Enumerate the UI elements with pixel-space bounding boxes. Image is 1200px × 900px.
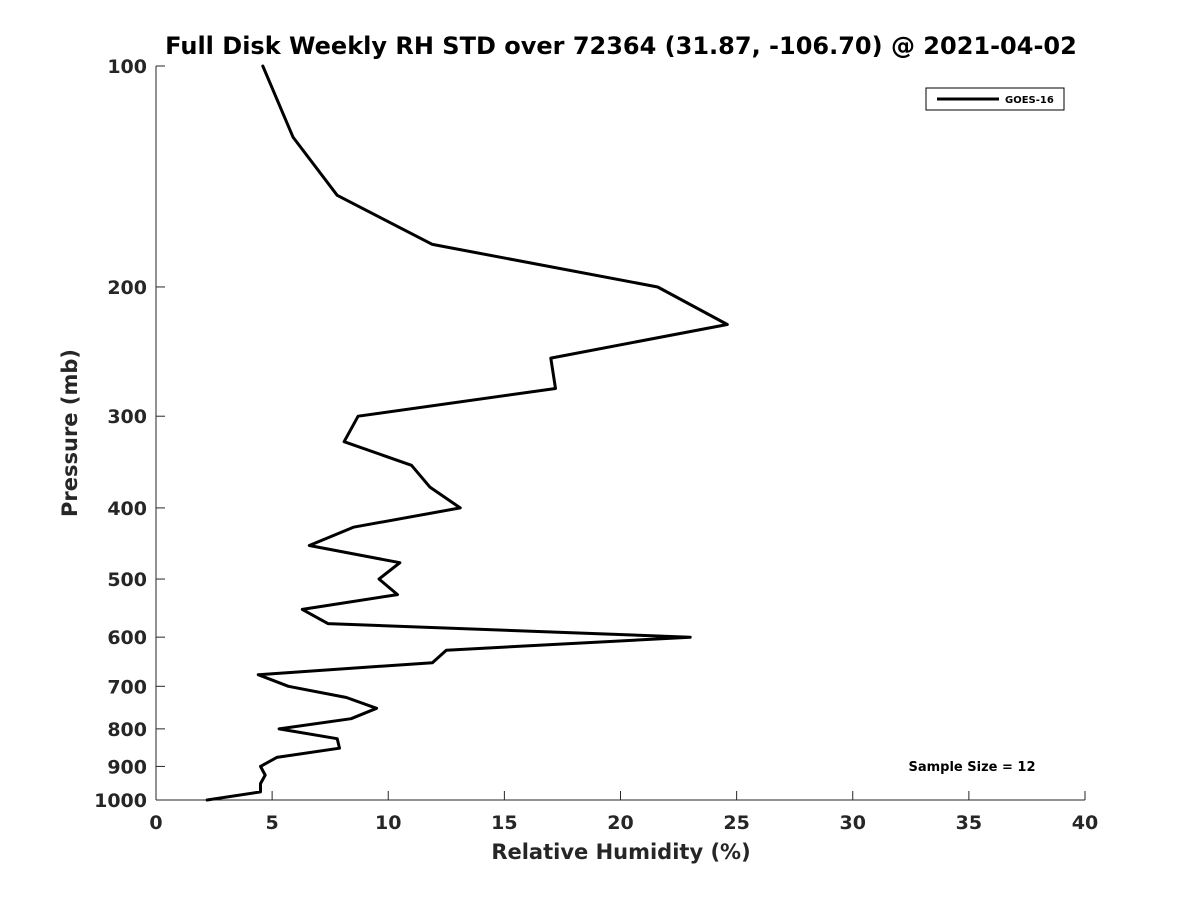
x-tick-label: 30 [840,812,866,834]
chart-title: Full Disk Weekly RH STD over 72364 (31.8… [165,32,1077,60]
series-layer [205,64,729,802]
y-tick-label: 800 [107,719,147,741]
legend: GOES-16 [925,87,1065,111]
x-tick-label: 25 [723,812,749,834]
y-tick-label: 400 [107,498,147,520]
x-tick-label: 40 [1072,812,1098,834]
y-tick-label: 200 [107,277,147,299]
x-tick-label: 20 [607,812,633,834]
y-tick-label: 500 [107,569,147,591]
legend-label-goes-16: GOES-16 [1005,95,1054,106]
x-tick-label: 35 [956,812,982,834]
y-tick-label: 300 [107,406,147,428]
x-tick-label: 0 [149,812,162,834]
y-tick-label: 100 [107,56,147,78]
x-tick-label: 15 [491,812,517,834]
y-tick-label: 700 [107,676,147,698]
y-tick-label: 600 [107,627,147,649]
x-axis-ticks: 0 5 10 15 20 25 30 35 40 [149,791,1098,834]
series-line-goes-16 [205,64,729,802]
y-axis-label: Pressure (mb) [58,349,82,517]
y-tick-label: 1000 [94,790,147,812]
axes [155,66,1085,801]
x-axis-label: Relative Humidity (%) [491,840,750,864]
sample-size-annotation: Sample Size = 12 [908,760,1035,775]
x-tick-label: 10 [375,812,401,834]
x-tick-label: 5 [266,812,279,834]
y-axis-ticks: 100 200 300 400 500 600 700 800 900 1000 [94,56,165,812]
y-tick-label: 900 [107,756,147,778]
